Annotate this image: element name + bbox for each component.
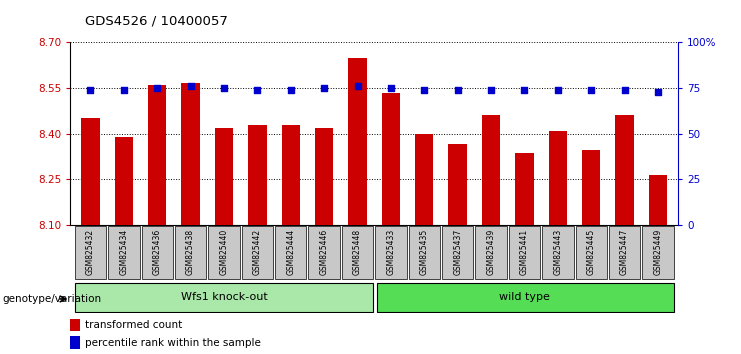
Bar — [242, 226, 273, 279]
Point — [519, 87, 531, 93]
Bar — [582, 150, 600, 225]
Bar — [70, 319, 80, 331]
Bar — [448, 144, 467, 225]
Bar — [348, 58, 367, 225]
Bar — [377, 283, 674, 312]
Bar — [415, 133, 433, 225]
Point — [585, 87, 597, 93]
Bar — [75, 283, 373, 312]
Bar — [115, 137, 133, 225]
Text: GDS4526 / 10400057: GDS4526 / 10400057 — [85, 14, 228, 27]
Text: GSM825432: GSM825432 — [86, 229, 95, 275]
Bar — [476, 226, 507, 279]
Bar — [315, 127, 333, 225]
Text: GSM825447: GSM825447 — [620, 229, 629, 275]
Bar — [548, 131, 567, 225]
Bar — [248, 125, 267, 225]
Text: GSM825441: GSM825441 — [520, 229, 529, 275]
Text: GSM825440: GSM825440 — [219, 229, 228, 275]
Text: GSM825434: GSM825434 — [119, 229, 128, 275]
Bar — [382, 93, 400, 225]
Point — [84, 87, 96, 93]
Bar — [275, 226, 307, 279]
Text: GSM825439: GSM825439 — [487, 229, 496, 275]
Bar — [649, 175, 667, 225]
Point — [419, 87, 431, 93]
Bar — [308, 226, 340, 279]
Point — [151, 85, 163, 91]
Text: GSM825444: GSM825444 — [286, 229, 295, 275]
Point — [318, 85, 330, 91]
Text: GSM825449: GSM825449 — [654, 229, 662, 275]
Text: percentile rank within the sample: percentile rank within the sample — [85, 338, 262, 348]
Bar — [148, 85, 167, 225]
Bar — [542, 226, 574, 279]
Text: Wfs1 knock-out: Wfs1 knock-out — [181, 292, 268, 302]
Point — [118, 87, 130, 93]
Text: GSM825437: GSM825437 — [453, 229, 462, 275]
Bar — [515, 153, 534, 225]
Point — [552, 87, 564, 93]
Point — [185, 84, 196, 89]
Text: GSM825446: GSM825446 — [319, 229, 328, 275]
Text: wild type: wild type — [499, 292, 550, 302]
Bar — [442, 226, 473, 279]
Bar — [208, 226, 239, 279]
Text: genotype/variation: genotype/variation — [2, 294, 102, 304]
Point — [351, 84, 363, 89]
Text: transformed count: transformed count — [85, 320, 182, 330]
Bar — [609, 226, 640, 279]
Text: GSM825448: GSM825448 — [353, 229, 362, 275]
Bar — [82, 119, 99, 225]
Bar — [142, 226, 173, 279]
Point — [251, 87, 263, 93]
Text: GSM825435: GSM825435 — [420, 229, 429, 275]
Bar — [75, 226, 106, 279]
Text: GSM825445: GSM825445 — [587, 229, 596, 275]
Bar — [108, 226, 139, 279]
Point — [452, 87, 464, 93]
Point — [652, 89, 664, 95]
Point — [485, 87, 497, 93]
Bar — [642, 226, 674, 279]
Point — [619, 87, 631, 93]
Bar — [182, 84, 200, 225]
Text: GSM825443: GSM825443 — [554, 229, 562, 275]
Text: GSM825433: GSM825433 — [386, 229, 396, 275]
Bar — [70, 336, 80, 349]
Text: GSM825442: GSM825442 — [253, 229, 262, 275]
Bar — [616, 115, 634, 225]
Bar — [282, 125, 300, 225]
Point — [218, 85, 230, 91]
Point — [285, 87, 296, 93]
Text: GSM825436: GSM825436 — [153, 229, 162, 275]
Bar — [215, 127, 233, 225]
Bar — [175, 226, 206, 279]
Point — [385, 85, 397, 91]
Bar — [576, 226, 607, 279]
Bar — [408, 226, 440, 279]
Bar — [482, 115, 500, 225]
Bar — [375, 226, 407, 279]
Bar — [342, 226, 373, 279]
Text: GSM825438: GSM825438 — [186, 229, 195, 275]
Bar — [509, 226, 540, 279]
